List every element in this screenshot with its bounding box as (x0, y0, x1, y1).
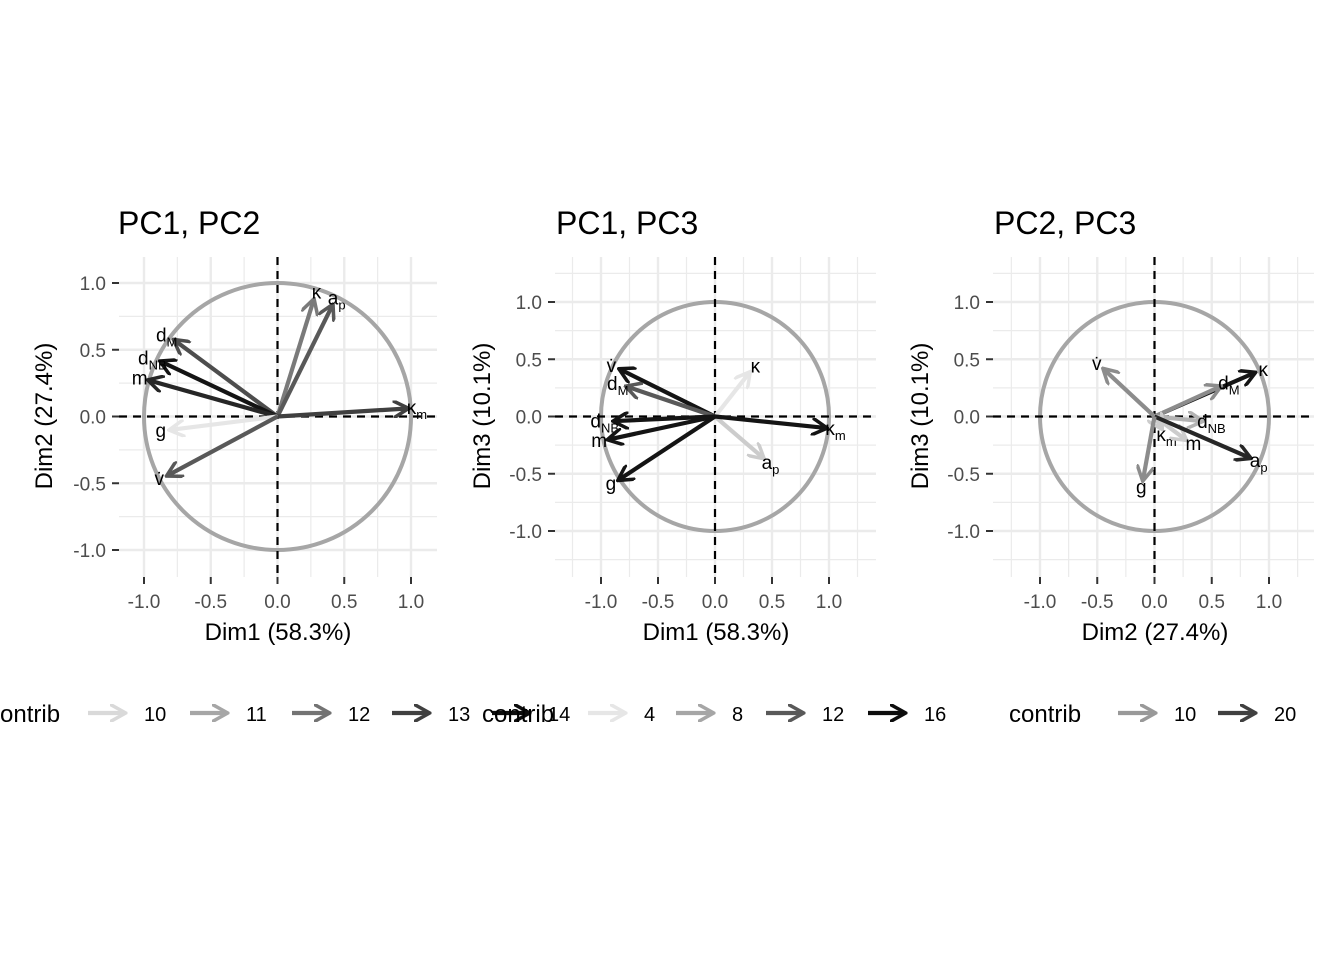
x-tick-label: -1.0 (128, 592, 161, 613)
legend-label: 11 (246, 704, 267, 726)
legend: contrib 10 20 (1009, 701, 1296, 728)
vector-arrow (168, 414, 279, 476)
vector-arrow (149, 380, 279, 419)
y-tick-label: -1.0 (509, 522, 542, 543)
y-tick-label: -0.5 (73, 474, 106, 495)
vector-label: m (132, 368, 148, 389)
vector-label: κm (825, 419, 845, 443)
vector-label: v̇ (154, 469, 164, 490)
vector-label: κ (751, 357, 761, 378)
vector-arrow (275, 300, 314, 418)
vector-arrow (175, 340, 279, 419)
legend-label: 10 (1174, 704, 1196, 726)
vector-label: ap (762, 453, 780, 477)
y-tick-label: 0.5 (80, 341, 106, 362)
vector-arrow (619, 414, 717, 480)
x-axis-title: Dim1 (58.3%) (643, 619, 790, 646)
y-tick-label: -0.5 (509, 465, 542, 486)
legend-label: 20 (1274, 704, 1296, 726)
legend-title: contrib (482, 701, 554, 728)
vector-label: dM (1218, 373, 1239, 397)
y-tick-label: -1.0 (73, 541, 106, 562)
y-tick-label: 0.0 (516, 408, 542, 429)
vector-arrow (1104, 370, 1156, 419)
y-axis-title: Dim3 (10.1%) (469, 343, 496, 490)
y-axis-title: Dim2 (27.4%) (31, 343, 58, 490)
vector-label: g (606, 474, 617, 495)
y-tick-label: 1.0 (80, 274, 106, 295)
vector-arrow (627, 387, 716, 419)
vector-label: ap (1250, 451, 1268, 475)
x-tick-label: 0.5 (1199, 592, 1225, 613)
y-tick-label: 0.5 (516, 350, 542, 371)
legend-label: 14 (548, 704, 570, 726)
y-tick-label: 0.0 (954, 408, 980, 429)
y-tick-label: -0.5 (947, 465, 980, 486)
x-axis-title: Dim1 (58.3%) (205, 619, 352, 646)
x-tick-label: -0.5 (1081, 592, 1114, 613)
vector-label: κ (1259, 360, 1269, 381)
panel-title: PC1, PC3 (556, 205, 698, 241)
vector-label: g (155, 421, 166, 442)
legend-label: 10 (144, 704, 166, 726)
vector-arrow (275, 306, 333, 418)
vector-label: v̇ (607, 356, 617, 377)
legend-label: 4 (644, 704, 655, 726)
y-tick-label: 1.0 (516, 293, 542, 314)
vector-label: m (1186, 434, 1202, 455)
vector-arrow (714, 414, 826, 428)
vector-arrow (161, 362, 279, 419)
x-tick-label: 0.0 (702, 592, 728, 613)
panel-title: PC1, PC2 (118, 205, 260, 241)
legend: contrib 10 11 12 13 14 (0, 701, 570, 728)
x-tick-label: 0.5 (331, 592, 357, 613)
vector-label: dM (607, 374, 628, 398)
vector-arrow (713, 373, 749, 418)
vector-arrow (713, 414, 763, 458)
x-tick-label: 0.0 (264, 592, 290, 613)
x-tick-label: -0.5 (642, 592, 675, 613)
legend: contrib 4 8 12 16 (482, 701, 946, 728)
x-tick-label: -1.0 (585, 592, 618, 613)
x-tick-label: 1.0 (398, 592, 424, 613)
x-tick-label: 1.0 (816, 592, 842, 613)
panel-3: -1.0-1.0-0.5-0.50.00.00.50.51.01.0κdMv̇d… (907, 205, 1314, 728)
vector-arrow (1153, 387, 1220, 419)
legend-label: 13 (448, 704, 470, 726)
panel-1: -1.0-1.0-0.5-0.50.00.00.50.51.01.0 κ apdMd… (0, 205, 570, 728)
vector-label: κm (407, 398, 427, 422)
panel-title: PC2, PC3 (994, 205, 1136, 241)
vector-label: κ (312, 283, 322, 304)
vector-label: v̇ (1092, 354, 1102, 375)
legend-title: contrib (0, 701, 60, 728)
vector-arrow (1153, 414, 1250, 458)
x-tick-label: 0.5 (759, 592, 785, 613)
vector-label: m (591, 431, 607, 452)
legend-label: 12 (348, 704, 370, 726)
x-tick-label: 0.0 (1141, 592, 1167, 613)
vector-arrow (609, 414, 716, 440)
y-axis-title: Dim3 (10.1%) (907, 343, 934, 490)
vector-arrow (620, 370, 716, 419)
legend-label: 16 (924, 704, 946, 726)
y-tick-label: 0.5 (954, 350, 980, 371)
x-tick-label: -0.5 (194, 592, 227, 613)
panel-2: -1.0 -1.0 -0.5 -0.5 0.0 0.0 0.5 0.5 1.0 1.0 κ ap v̇d… (469, 205, 946, 728)
vector-arrow (277, 408, 407, 419)
y-tick-label: -1.0 (947, 522, 980, 543)
x-tick-label: -1.0 (1024, 592, 1057, 613)
y-tick-label: 0.0 (80, 408, 106, 429)
x-axis-title: Dim2 (27.4%) (1082, 619, 1229, 646)
vector-arrow (171, 414, 278, 430)
legend-label: 8 (732, 704, 743, 726)
x-tick-label: 1.0 (1256, 592, 1282, 613)
legend-title: contrib (1009, 701, 1081, 728)
vector-label: g (1136, 477, 1147, 498)
y-tick-label: 1.0 (954, 293, 980, 314)
vector-label: ap (328, 289, 346, 313)
vector-arrow (1143, 416, 1157, 480)
legend-label: 12 (822, 704, 844, 726)
vector-arrow (615, 417, 716, 422)
